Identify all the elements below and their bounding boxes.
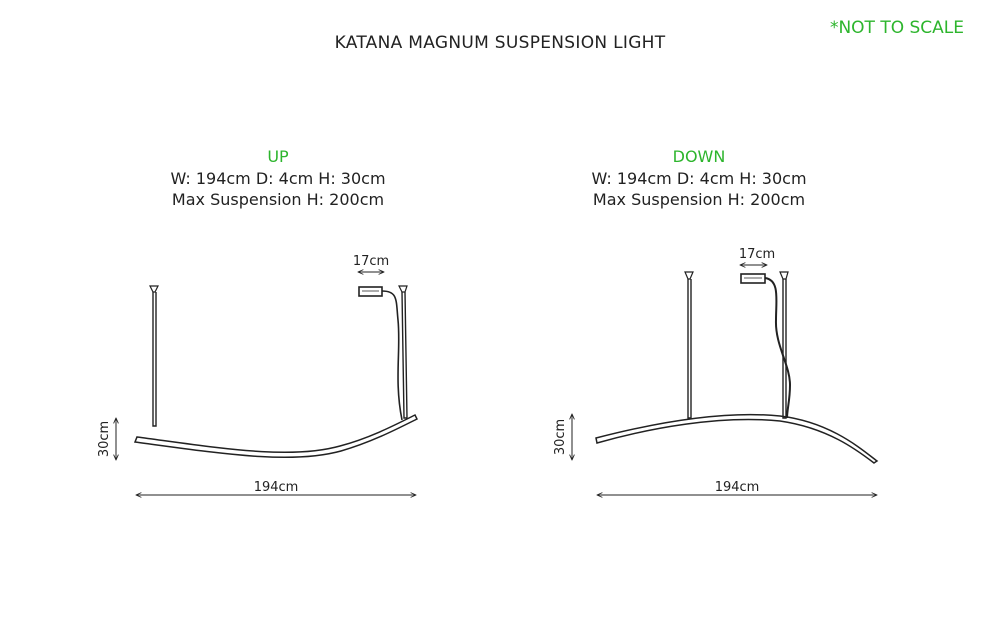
down-view-header: DOWN W: 194cm D: 4cm H: 30cm Max Suspens… — [549, 146, 849, 211]
down-right-cable — [782, 279, 787, 419]
down-view-label: DOWN — [672, 147, 726, 166]
up-left-cable — [152, 292, 157, 427]
up-fixture-body — [133, 413, 419, 459]
up-view-suspension: Max Suspension H: 200cm — [171, 190, 385, 209]
up-right-cable — [401, 291, 408, 419]
up-height-dim-label: 30cm — [97, 421, 112, 457]
down-fixture-body — [595, 413, 879, 464]
up-view-label: UP — [267, 147, 289, 166]
down-canopy — [740, 273, 766, 284]
down-right-cable-anchor — [779, 271, 789, 280]
down-view-suspension: Max Suspension H: 200cm — [592, 190, 806, 209]
up-view-header: UP W: 194cm D: 4cm H: 30cm Max Suspensio… — [128, 146, 428, 211]
down-left-cable — [687, 279, 692, 419]
down-canopy-dim-label: 17cm — [739, 247, 775, 262]
up-canopy — [358, 286, 383, 297]
up-power-cable — [381, 290, 403, 421]
up-canopy-dim-label: 17cm — [353, 254, 389, 269]
down-height-dim-label: 30cm — [553, 419, 568, 455]
down-left-cable-anchor — [684, 271, 694, 280]
up-width-dim-label: 194cm — [254, 480, 299, 495]
down-view-spec: W: 194cm D: 4cm H: 30cm — [591, 168, 807, 188]
diagram-title: KATANA MAGNUM SUSPENSION LIGHT — [334, 33, 666, 53]
down-width-dim-label: 194cm — [715, 480, 760, 495]
up-left-cable-anchor — [149, 285, 159, 293]
up-right-cable-anchor — [398, 285, 408, 293]
scale-note: *NOT TO SCALE — [829, 18, 964, 38]
down-view-drawing — [572, 265, 879, 495]
up-view-spec: W: 194cm D: 4cm H: 30cm — [170, 168, 386, 188]
up-view-drawing — [116, 272, 419, 495]
